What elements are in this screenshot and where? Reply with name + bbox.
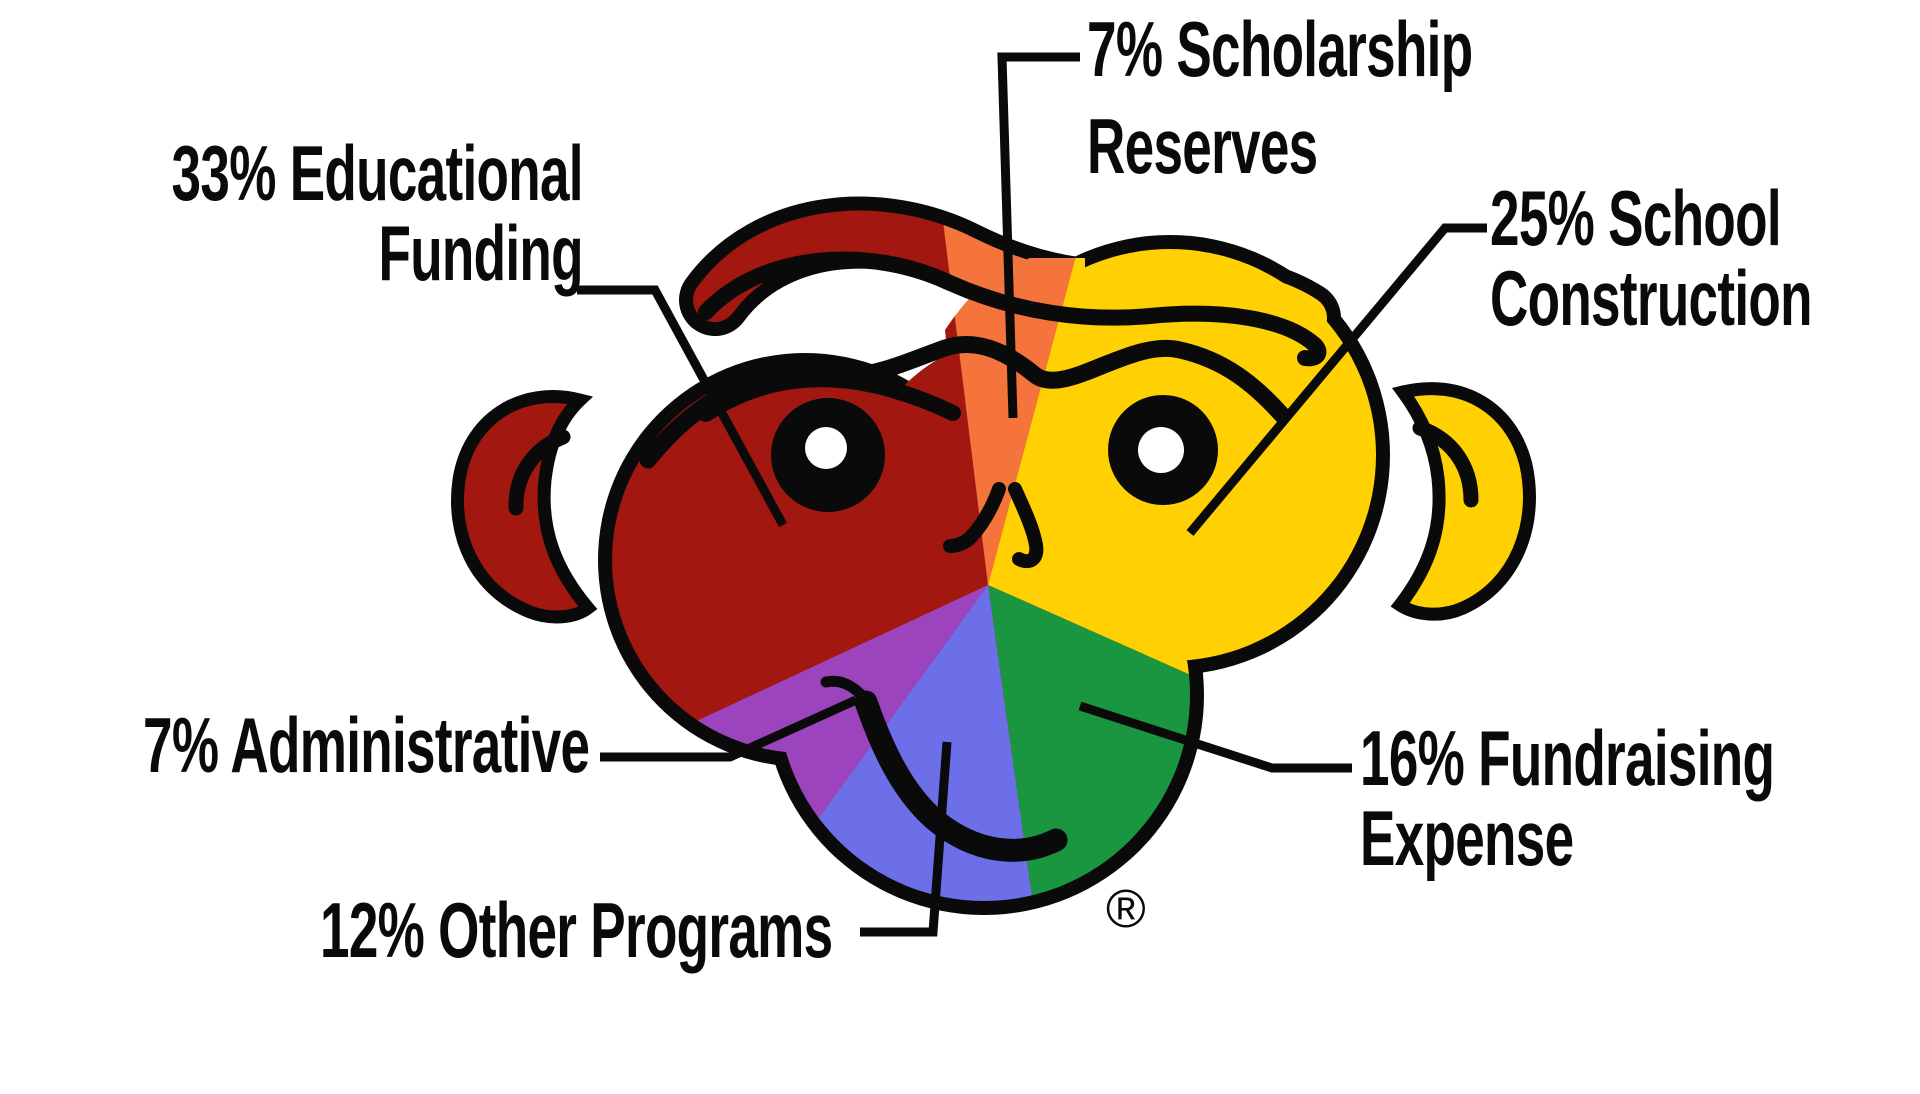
- label-line: 33% Educational: [171, 129, 584, 217]
- smile-left-curl: [820, 675, 870, 704]
- left-eyebrow: [698, 371, 961, 422]
- label-line: Funding: [378, 209, 584, 297]
- slice-school-construction: [988, 121, 1469, 780]
- label-scholarship-reserves: 7% Scholarship Reserves: [1087, 1, 1473, 195]
- facial-features: [639, 251, 1327, 862]
- label-line: Reserves: [1087, 102, 1318, 190]
- slice-scholarship-reserves: [929, 104, 1112, 585]
- label-school-construction: 25% School Construction: [1490, 174, 1813, 342]
- registered-trademark-symbol: ®: [1106, 879, 1146, 939]
- left-nostril: [943, 482, 1006, 553]
- leader-school-construction: [1186, 223, 1487, 536]
- slice-other-programs: [706, 585, 1055, 1065]
- label-administrative: 7% Administrative: [143, 701, 590, 789]
- label-other-programs: 12% Other Programs: [320, 886, 833, 974]
- label-line: 7% Scholarship: [1087, 5, 1473, 93]
- right-nostril: [1008, 482, 1044, 569]
- label-line: 16% Fundraising: [1360, 714, 1775, 802]
- smile: [854, 690, 1068, 862]
- leader-fundraising-expense: [1078, 701, 1352, 773]
- label-educational-funding: 33% Educational Funding: [171, 129, 584, 297]
- right-pupil: [1138, 427, 1184, 473]
- brow-line: [639, 336, 1291, 469]
- leader-lines: [577, 52, 1487, 937]
- hair-swoosh-lower-edge: [698, 251, 1327, 367]
- label-line: Construction: [1490, 254, 1813, 342]
- label-line: Expense: [1360, 794, 1574, 882]
- label-line: 7% Administrative: [143, 701, 590, 789]
- leader-educational-funding: [577, 285, 787, 528]
- leader-other-programs: [860, 741, 952, 937]
- left-pupil: [805, 427, 847, 469]
- slice-administrative: [553, 585, 988, 973]
- label-line: 12% Other Programs: [320, 886, 833, 974]
- leader-scholarship-reserves: [997, 52, 1080, 419]
- label-fundraising-expense: 16% Fundraising Expense: [1360, 714, 1775, 882]
- slice-fundraising-expense: [988, 585, 1427, 1060]
- label-line: 25% School: [1490, 174, 1782, 262]
- leader-administrative: [600, 695, 858, 762]
